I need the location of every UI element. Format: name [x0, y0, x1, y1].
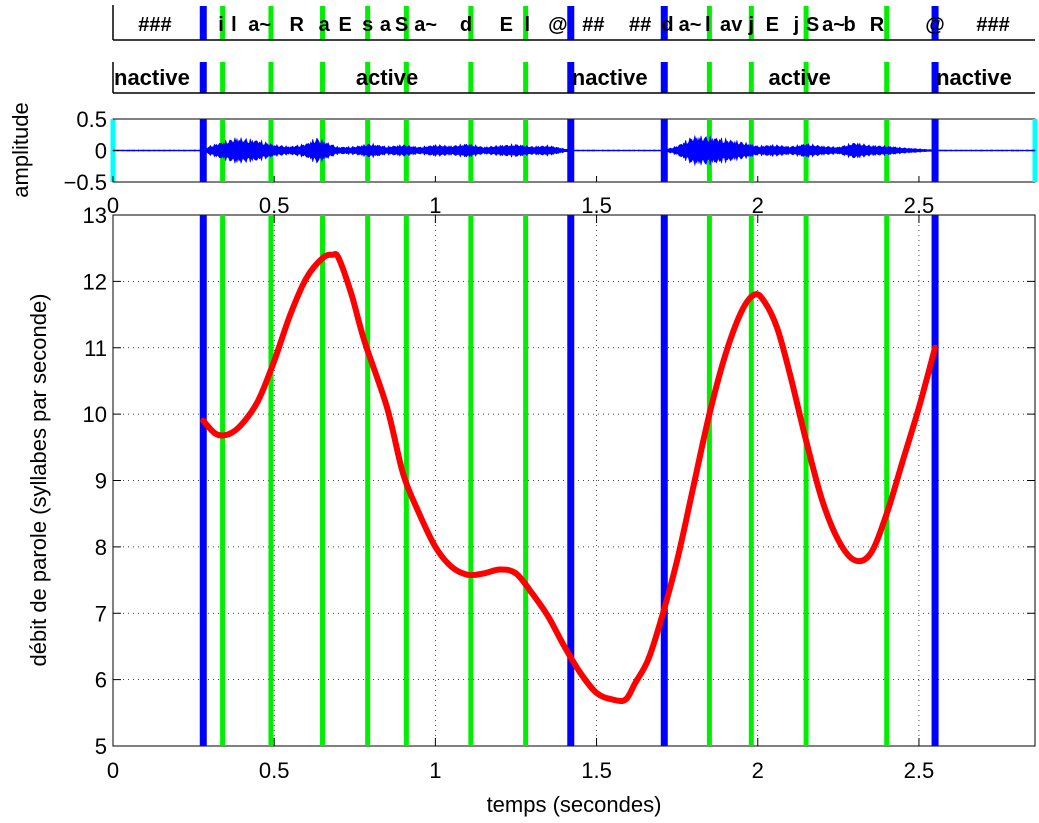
- activity-label: nactive: [936, 65, 1012, 90]
- phoneme-label: a: [380, 14, 392, 36]
- phoneme-label: a~: [414, 14, 437, 36]
- ytick-label: 5: [95, 734, 107, 759]
- wf-xtick-label: 0: [107, 193, 119, 218]
- waveform-panel: 0.50−0.50 0.5 1 1.5 2 2.5 amplitude: [8, 102, 1038, 218]
- wf-xtick-label: 2.5: [904, 193, 935, 218]
- phoneme-label: d: [661, 14, 673, 36]
- ytick-label: 13: [83, 203, 107, 228]
- phoneme-label: j: [793, 14, 800, 36]
- main-panel: 5 6 7 8 9 10 11 12 13 0 0.5 1 1.5 2 2.5 temps (seconde…: [26, 203, 1036, 817]
- phoneme-label: E: [500, 14, 513, 36]
- activity-label: nactive: [572, 65, 648, 90]
- wf-ytick-label: 0.5: [76, 107, 107, 132]
- wf-xtick-label: 1.5: [581, 193, 612, 218]
- xtick-label: 1.5: [581, 758, 612, 783]
- xtick-label: 2: [752, 758, 764, 783]
- activity-label: active: [356, 65, 418, 90]
- phoneme-label: ###: [976, 14, 1009, 36]
- phoneme-label: ##: [629, 14, 651, 36]
- phoneme-label: E: [338, 14, 351, 36]
- phoneme-label: s: [362, 14, 373, 36]
- phoneme-label: E: [766, 14, 779, 36]
- ytick-label: 8: [95, 535, 107, 560]
- phoneme-label: a: [319, 14, 331, 36]
- phoneme-label: a: [720, 14, 732, 36]
- ytick-label: 7: [95, 601, 107, 626]
- ytick-label: 9: [95, 469, 107, 494]
- phoneme-label: i: [218, 14, 224, 36]
- phoneme-label: S: [806, 14, 819, 36]
- phoneme-label: l: [524, 14, 530, 36]
- ytick-label: 12: [83, 269, 107, 294]
- xtick-label: 0.5: [259, 758, 290, 783]
- phoneme-label: a~: [248, 14, 271, 36]
- wf-xtick-label: 0.5: [259, 193, 290, 218]
- phoneme-label: j: [748, 14, 755, 36]
- phoneme-label: @: [548, 14, 568, 36]
- phoneme-label: l: [705, 14, 711, 36]
- wf-xtick-label: 1: [429, 193, 441, 218]
- phoneme-label: ###: [138, 14, 171, 36]
- activity-panel: nactive active nactive active nactive: [112, 62, 1035, 94]
- phoneme-label: S: [395, 14, 408, 36]
- main-xlabel: temps (secondes): [487, 792, 662, 817]
- phoneme-label: R: [870, 14, 885, 36]
- wf-ytick-label: −0.5: [64, 170, 107, 195]
- activity-label: active: [768, 65, 830, 90]
- xtick-label: 0: [107, 758, 119, 783]
- phoneme-label: ##: [582, 14, 604, 36]
- main-ylabel: débit de parole (syllabes par seconde): [26, 293, 51, 666]
- wf-ytick-label: 0: [95, 139, 107, 164]
- xtick-label: 1: [429, 758, 441, 783]
- ytick-label: 10: [83, 402, 107, 427]
- phoneme-label: R: [290, 14, 305, 36]
- waveform-ylabel: amplitude: [8, 102, 33, 197]
- phoneme-label: d: [460, 14, 472, 36]
- phoneme-label: b: [844, 14, 856, 36]
- phoneme-label: a~: [822, 14, 845, 36]
- speech-rate-curve: [200, 251, 939, 705]
- phoneme-label: v: [731, 14, 743, 36]
- activity-label: nactive: [114, 65, 190, 90]
- phoneme-label: @: [925, 14, 945, 36]
- xtick-label: 2.5: [904, 758, 935, 783]
- ytick-label: 6: [95, 668, 107, 693]
- ytick-label: 11: [84, 336, 107, 361]
- wf-xtick-label: 2: [752, 193, 764, 218]
- phoneme-label: l: [231, 14, 237, 36]
- phoneme-label: a~: [679, 14, 702, 36]
